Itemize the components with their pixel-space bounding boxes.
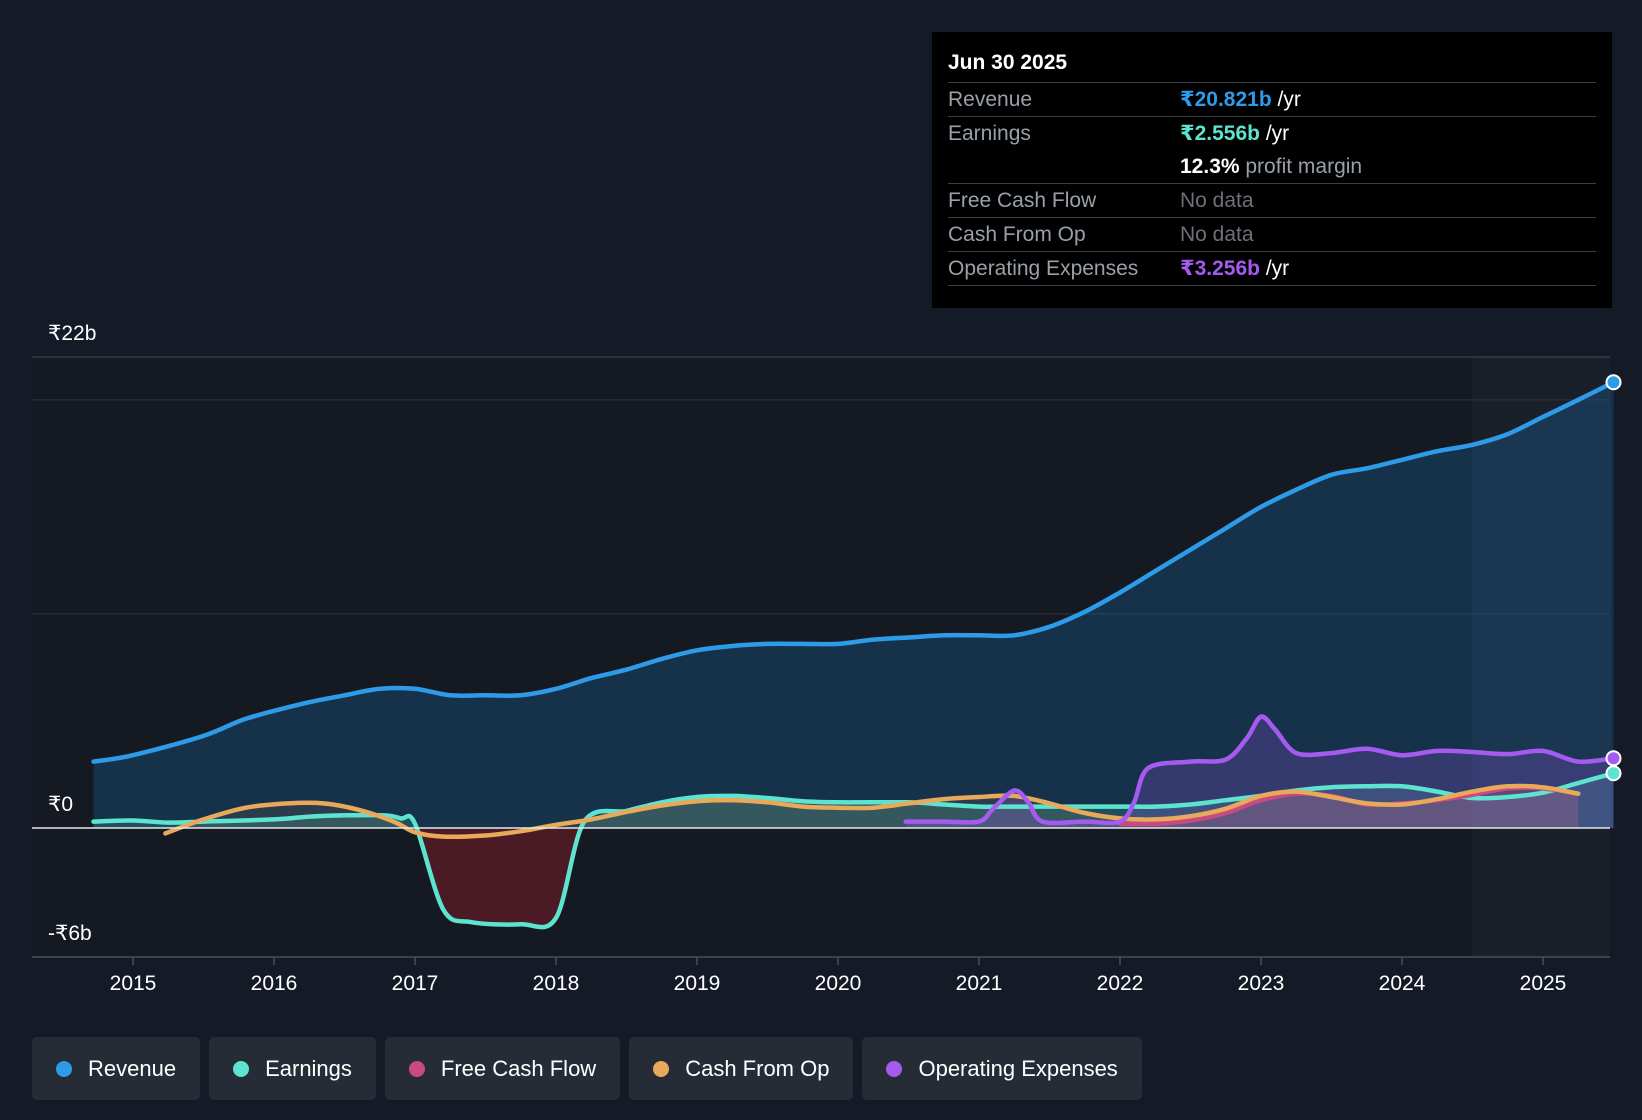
area-revenue	[93, 382, 1614, 828]
legend-item-free-cash-flow[interactable]: Free Cash Flow	[384, 1037, 621, 1100]
y-label-bottom: -₹6b	[48, 922, 92, 945]
x-tick-label: 2019	[674, 972, 721, 995]
marker-operating-expenses	[1605, 750, 1622, 767]
tooltip-opex-unit: /yr	[1260, 257, 1290, 280]
series-lines	[91, 379, 1616, 930]
line-earnings	[91, 771, 1616, 930]
x-tick-label: 2015	[110, 972, 157, 995]
tooltip-row-earnings: Earnings ₹2.556b /yr	[948, 117, 1596, 150]
legend-item-cash-from-op[interactable]: Cash From Op	[629, 1037, 854, 1100]
tooltip-row-fcf: Free Cash Flow No data	[948, 184, 1596, 218]
tooltip-earnings-label: Earnings	[948, 122, 1031, 145]
marker-earnings	[1605, 765, 1622, 782]
tooltip-margin-value: 12.3%	[1180, 155, 1240, 178]
legend-dot-icon	[886, 1060, 903, 1077]
legend-dot-icon	[233, 1060, 250, 1077]
x-tick-label: 2018	[533, 972, 580, 995]
legend-item-revenue[interactable]: Revenue	[32, 1037, 201, 1100]
plot-background	[32, 357, 1610, 957]
tooltip-row-margin: 12.3% profit margin	[948, 150, 1596, 184]
tooltip-earnings-value: ₹2.556b	[1180, 122, 1260, 145]
x-tick-label: 2023	[1238, 972, 1285, 995]
tooltip-row-opex: Operating Expenses ₹3.256b /yr	[948, 252, 1596, 286]
legend-label-earnings: Earnings	[265, 1055, 352, 1081]
grid-lines	[32, 356, 1610, 615]
x-tick-label: 2016	[251, 972, 298, 995]
x-tick-label: 2017	[392, 972, 439, 995]
x-tick-label: 2020	[815, 972, 862, 995]
x-tick-label: 2025	[1520, 972, 1567, 995]
x-tick-label: 2022	[1097, 972, 1144, 995]
legend-label-operating-expenses: Operating Expenses	[918, 1055, 1118, 1081]
tooltip-cfo-label: Cash From Op	[948, 223, 1086, 246]
tooltip-fcf-value: No data	[1180, 189, 1254, 212]
end-markers	[1605, 374, 1622, 782]
y-label-top: ₹22b	[48, 322, 96, 345]
legend-label-free-cash-flow: Free Cash Flow	[440, 1055, 597, 1081]
legend-dot-icon	[408, 1060, 425, 1077]
tooltip-row-revenue: Revenue ₹20.821b /yr	[948, 83, 1596, 117]
legend-dot-icon	[653, 1060, 670, 1077]
line-operating-expenses	[903, 714, 1616, 826]
tooltip-opex-label: Operating Expenses	[948, 257, 1139, 280]
area-negative-earnings	[93, 828, 1614, 928]
x-tick-label: 2021	[956, 972, 1003, 995]
legend-label-revenue: Revenue	[88, 1055, 177, 1081]
y-label-zero: ₹0	[48, 793, 73, 816]
x-tick-label: 2024	[1379, 972, 1426, 995]
line-cash-from-op	[163, 783, 1581, 840]
tooltip-row-cfo: Cash From Op No data	[948, 218, 1596, 252]
area-earnings	[93, 773, 1614, 828]
tooltip-margin-label: profit margin	[1239, 155, 1363, 178]
legend-label-cash-from-op: Cash From Op	[685, 1055, 830, 1081]
tooltip-earnings-unit: /yr	[1260, 122, 1290, 145]
tooltip-revenue-value: ₹20.821b	[1180, 88, 1272, 111]
tooltip-date: Jun 30 2025	[948, 46, 1596, 83]
area-cash-from-op	[165, 785, 1579, 828]
tooltip-revenue-label: Revenue	[948, 88, 1033, 111]
tooltip-opex-value: ₹3.256b	[1180, 257, 1260, 280]
line-revenue	[91, 379, 1616, 764]
x-axis-ticks: 2015 2016 2017 2018 2019 2020 2021 2022 2023 2024…	[110, 957, 1567, 995]
marker-revenue	[1605, 374, 1622, 391]
data-tooltip: Jun 30 2025 Revenue ₹20.821b /yr Earning…	[932, 32, 1612, 308]
tooltip-cfo-value: No data	[1180, 223, 1254, 246]
chart-legend: Revenue Earnings Free Cash Flow Cash Fro…	[32, 1037, 1142, 1100]
legend-item-operating-expenses[interactable]: Operating Expenses	[862, 1037, 1142, 1100]
legend-item-earnings[interactable]: Earnings	[209, 1037, 376, 1100]
forecast-shade	[1472, 357, 1610, 957]
tooltip-fcf-label: Free Cash Flow	[948, 189, 1097, 212]
legend-dot-icon	[56, 1060, 72, 1077]
tooltip-revenue-unit: /yr	[1271, 88, 1301, 111]
